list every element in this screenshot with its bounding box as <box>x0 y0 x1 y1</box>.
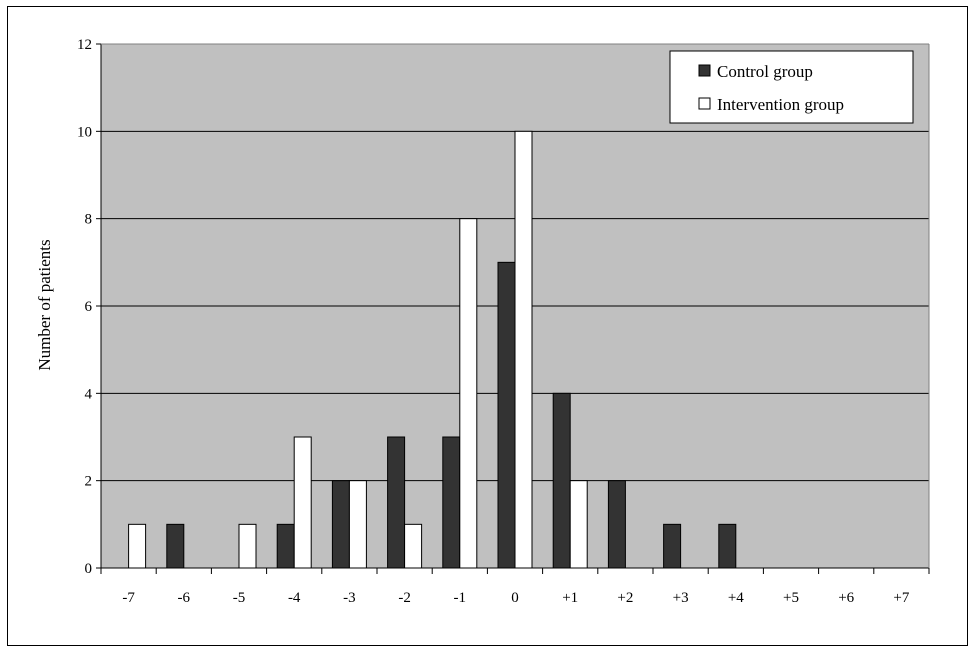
x-tick-label: +5 <box>783 590 799 606</box>
bar-control <box>166 523 185 569</box>
y-tick-label: 4 <box>85 386 93 402</box>
bar-control <box>331 480 350 569</box>
x-tick-label: +3 <box>673 590 689 606</box>
legend-swatch-control <box>698 64 711 77</box>
y-tick-label: 12 <box>77 37 92 53</box>
bar-intervention <box>238 523 257 569</box>
bar-intervention <box>459 218 478 569</box>
x-tick-label: -3 <box>343 590 356 606</box>
legend-label-control: Control group <box>717 62 813 81</box>
bar-intervention <box>128 523 147 569</box>
x-tick-label: 0 <box>511 590 519 606</box>
legend: Control group Intervention group <box>669 50 914 124</box>
legend-label-intervention: Intervention group <box>717 95 844 114</box>
bar-control <box>276 523 295 569</box>
x-tick-label: -1 <box>454 590 467 606</box>
bar-chart: 0 2 4 6 8 10 12 -7 -6 -5 -4 -3 -2 -1 0 +1 +2 +3 +4 +5 +6 +7 N… <box>35 37 930 606</box>
bar-intervention <box>569 480 588 569</box>
y-tick-label: 8 <box>85 212 93 228</box>
bar-control <box>387 436 406 569</box>
bar-control <box>497 261 516 569</box>
x-tick-label: +7 <box>893 590 909 606</box>
bar-control <box>442 436 461 569</box>
x-tick-label: -5 <box>233 590 246 606</box>
y-tick-label: 6 <box>85 299 93 315</box>
x-tick-label: +2 <box>617 590 633 606</box>
y-axis-title: Number of patients <box>35 239 54 370</box>
bar-intervention <box>293 436 312 569</box>
bar-intervention <box>514 130 533 569</box>
bar-intervention <box>348 480 367 569</box>
y-tick-label: 0 <box>85 561 93 577</box>
bar-control <box>552 392 571 569</box>
bar-control <box>718 523 737 569</box>
bar-control <box>607 480 626 569</box>
x-tick-label: -6 <box>178 590 191 606</box>
y-tick-label: 10 <box>77 124 92 140</box>
x-tick-label: -7 <box>122 590 135 606</box>
y-tick-label: 2 <box>85 474 93 490</box>
x-tick-label: +1 <box>562 590 578 606</box>
bar-control <box>663 523 682 569</box>
x-tick-label: -4 <box>288 590 301 606</box>
bar-intervention <box>404 523 423 569</box>
legend-box <box>669 50 914 124</box>
x-tick-label: +4 <box>728 590 744 606</box>
legend-swatch-intervention <box>698 97 711 110</box>
x-tick-label: -2 <box>398 590 411 606</box>
x-tick-label: +6 <box>838 590 854 606</box>
